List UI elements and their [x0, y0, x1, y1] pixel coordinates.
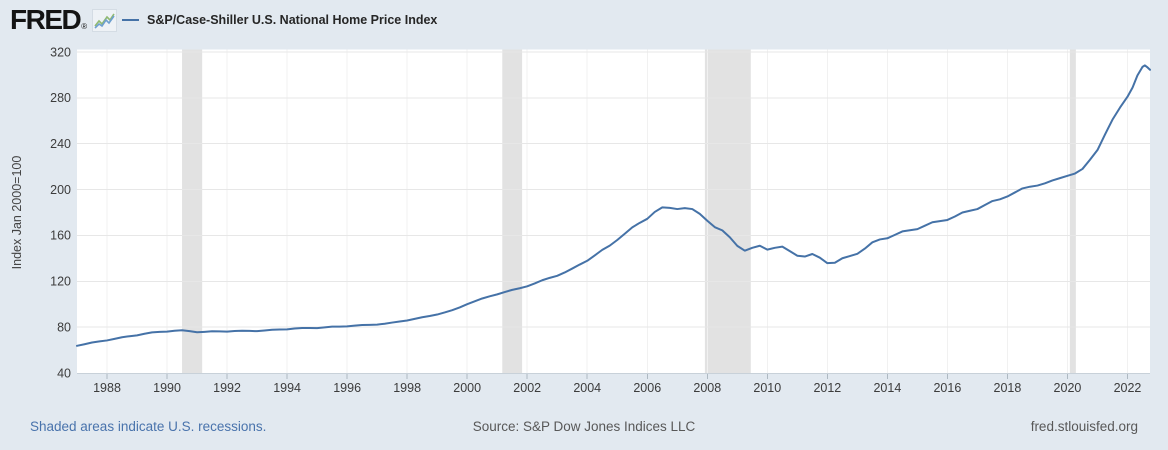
fred-logo[interactable]: FRED ® [10, 4, 118, 35]
registered-trademark-mark: ® [81, 22, 88, 31]
x-tick-label: 2012 [813, 381, 841, 395]
y-axis-title: Index Jan 2000=100 [10, 156, 24, 270]
recession-band [182, 49, 203, 374]
chart-header: FRED ® S&P/Case-Shiller U.S. National Ho… [0, 0, 1168, 44]
fred-site-link[interactable]: fred.stlouisfed.org [1030, 419, 1138, 434]
x-tick-label: 2008 [693, 381, 721, 395]
x-tick-label: 1988 [93, 381, 121, 395]
recession-note-link[interactable]: Shaded areas indicate U.S. recessions. [30, 419, 267, 434]
x-tick-label: 2018 [994, 381, 1022, 395]
fred-logo-text: FRED [10, 4, 82, 35]
x-tick-label: 2000 [453, 381, 481, 395]
legend-series-label[interactable]: S&P/Case-Shiller U.S. National Home Pric… [147, 13, 438, 27]
series-line-home-price-index[interactable] [76, 64, 1151, 347]
y-tick-label: 200 [50, 183, 71, 197]
x-tick-label: 2014 [873, 381, 901, 395]
x-tick-label: 2016 [933, 381, 961, 395]
x-tick-label: 1998 [393, 381, 421, 395]
y-tick-label: 280 [50, 91, 71, 105]
x-tick-label: 2010 [753, 381, 781, 395]
recession-band [704, 49, 751, 374]
x-tick-label: 2002 [513, 381, 541, 395]
y-tick-label: 40 [57, 366, 71, 380]
y-tick-label: 80 [57, 320, 71, 334]
x-tick-label: 1994 [273, 381, 301, 395]
legend-line-marker [122, 19, 139, 21]
x-tick-label: 2022 [1114, 381, 1142, 395]
source-text: Source: S&P Dow Jones Indices LLC [472, 419, 696, 434]
chart-legend: S&P/Case-Shiller U.S. National Home Pric… [122, 13, 437, 27]
y-tick-label: 320 [50, 45, 71, 59]
x-tick-label: 1992 [213, 381, 241, 395]
y-tick-label: 160 [50, 229, 71, 243]
x-tick-label: 1996 [333, 381, 361, 395]
recession-band [1069, 49, 1076, 374]
chart-footer: Shaded areas indicate U.S. recessions. S… [0, 419, 1168, 437]
x-tick-label: 2006 [633, 381, 661, 395]
x-tick-label: 1990 [153, 381, 181, 395]
recession-band [502, 49, 523, 374]
x-tick-label: 2004 [573, 381, 601, 395]
y-tick-label: 120 [50, 275, 71, 289]
x-tick-label: 2020 [1054, 381, 1082, 395]
fred-logo-sparkline-icon [92, 8, 118, 32]
y-tick-label: 240 [50, 137, 71, 151]
